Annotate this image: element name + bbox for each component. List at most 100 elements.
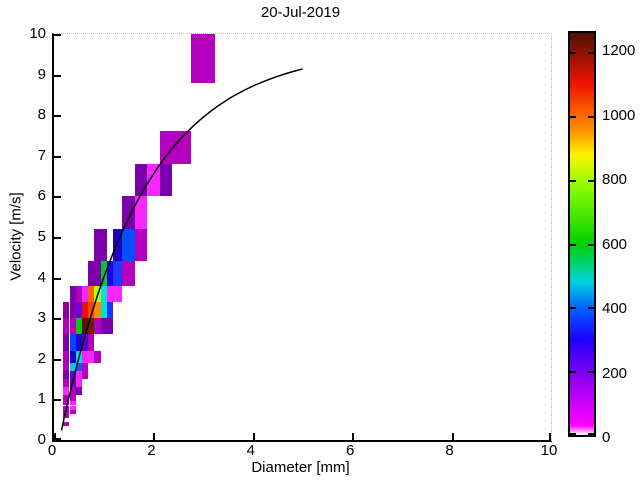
y-tick-label: 4 — [37, 268, 46, 286]
histogram-cell — [106, 285, 113, 302]
histogram-cell — [159, 131, 172, 164]
histogram-cell — [81, 371, 89, 380]
histogram-cell — [81, 302, 89, 319]
colorbar-tick-mark — [588, 307, 594, 310]
colorbar-tick-mark — [588, 179, 594, 182]
colorbar-tick-label: 0 — [602, 429, 611, 446]
histogram-cell — [75, 334, 82, 351]
colorbar-tick-label: 1200 — [602, 42, 636, 60]
y-tick-label: 0 — [37, 431, 46, 448]
histogram-cell — [63, 318, 70, 335]
y-tick-mark — [54, 155, 61, 158]
colorbar-tick-mark — [570, 116, 576, 118]
histogram-cell — [69, 387, 76, 396]
x-axis-label: Diameter [mm] — [251, 459, 350, 476]
x-tick-label: 10 — [540, 442, 558, 459]
histogram-cell — [172, 131, 191, 164]
histogram-cell — [63, 362, 70, 371]
histogram-cell — [100, 302, 107, 319]
y-tick-mark — [54, 196, 61, 199]
colorbar-tick-label: 400 — [602, 300, 628, 318]
histogram-cell — [63, 334, 70, 351]
histogram-cell — [94, 318, 101, 335]
histogram-cell — [63, 421, 70, 426]
colorbar-tick-mark — [570, 179, 576, 182]
x-tick-mark — [252, 433, 255, 440]
y-tick-label: 2 — [37, 349, 46, 367]
colorbar — [568, 31, 596, 437]
histogram-cell — [75, 387, 82, 396]
chart-title: 20-Jul-2019 — [260, 4, 341, 21]
x-tick-label: 8 — [445, 442, 454, 459]
histogram-cell — [122, 261, 135, 286]
y-tick-mark — [54, 115, 61, 118]
histogram-cell — [81, 318, 89, 335]
histogram-cell — [100, 285, 107, 302]
colorbar-tick-mark — [570, 433, 576, 435]
y-tick-label: 9 — [37, 65, 46, 83]
y-tick-mark — [54, 358, 61, 361]
histogram-cell — [75, 362, 82, 371]
histogram-cells-layer — [54, 34, 551, 440]
histogram-cell — [69, 405, 76, 410]
x-tick-mark — [54, 433, 56, 440]
histogram-cell — [88, 285, 95, 302]
histogram-cell — [190, 34, 216, 83]
histogram-cell — [63, 379, 70, 388]
histogram-cell — [69, 334, 76, 351]
y-tick-mark — [54, 399, 61, 402]
y-tick-mark — [54, 318, 61, 321]
histogram-cell — [122, 196, 135, 229]
colorbar-tick-mark — [570, 243, 576, 246]
histogram-cell — [106, 318, 113, 335]
y-tick-mark — [54, 34, 61, 36]
colorbar-tick-mark — [588, 116, 594, 118]
colorbar-tick-mark — [570, 371, 576, 374]
histogram-cell — [75, 379, 82, 388]
histogram-cell — [113, 261, 123, 286]
y-tick-label: 8 — [37, 106, 46, 124]
y-tick-label: 1 — [37, 390, 46, 408]
colorbar-tick-mark — [588, 371, 594, 374]
histogram-cell — [63, 302, 70, 319]
y-tick-mark — [54, 237, 61, 239]
y-tick-label: 7 — [37, 146, 46, 164]
histogram-cell — [69, 371, 76, 380]
y-tick-label: 5 — [37, 228, 46, 245]
x-tick-mark — [549, 433, 551, 440]
x-tick-label: 6 — [346, 442, 355, 459]
x-tick-mark — [352, 433, 355, 440]
histogram-cell — [63, 413, 70, 418]
histogram-cell — [88, 261, 95, 286]
histogram-cell — [100, 228, 107, 262]
histogram-cell — [63, 371, 70, 380]
histogram-cell — [88, 302, 95, 319]
histogram-cell — [88, 334, 95, 351]
histogram-cell — [106, 302, 113, 319]
terminal-velocity-curve — [60, 68, 303, 431]
colorbar-tick-label: 800 — [602, 171, 628, 189]
y-axis-label: Velocity [m/s] — [7, 192, 25, 281]
histogram-cell — [122, 228, 135, 262]
y-tick-mark — [54, 277, 61, 280]
histogram-cell — [69, 285, 76, 302]
plot-area — [52, 33, 552, 442]
histogram-cell — [69, 302, 76, 319]
colorbar-tick-label: 200 — [602, 364, 628, 382]
histogram-cell — [69, 350, 76, 363]
histogram-cell — [69, 395, 76, 402]
histogram-cell — [113, 285, 123, 302]
histogram-cell — [113, 228, 123, 262]
histogram-cell — [75, 371, 82, 380]
histogram-cell — [63, 350, 70, 363]
histogram-cell — [81, 350, 89, 363]
colorbar-tick-label: 600 — [602, 235, 628, 253]
histogram-cell — [147, 163, 160, 197]
histogram-cell — [134, 196, 148, 229]
histogram-cell — [69, 401, 76, 406]
histogram-cell — [88, 318, 95, 335]
colorbar-tick-mark — [570, 307, 576, 310]
histogram-cell — [69, 318, 76, 335]
y-tick-mark — [54, 74, 61, 77]
